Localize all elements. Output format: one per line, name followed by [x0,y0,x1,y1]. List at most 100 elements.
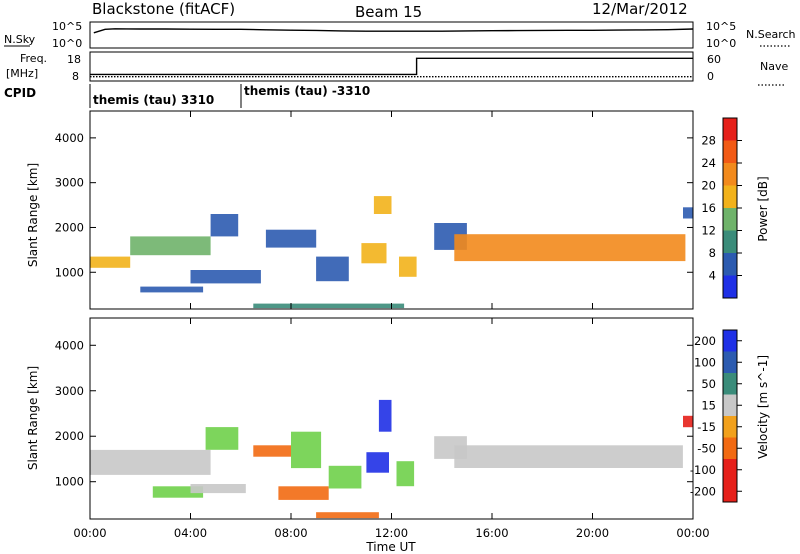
colorbar-tick-label-1: 100 [694,355,716,369]
colorbar-tick-label-0: 28 [701,134,716,148]
echo-band-3 [190,484,246,494]
time-x-axis: 00:00 04:00 08:00 12:00 16:00 20:00 00:00 [73,111,710,540]
freq-unit: [MHz] [6,67,38,80]
colorbar-tick-label-3: 15 [701,398,716,412]
colorbar-cell-1 [723,140,737,164]
nave-tick-bottom: 0 [707,70,714,83]
nave-tick-top: 60 [707,53,721,66]
nsky-bottom-tick: 10^0 [52,37,82,50]
colorbar-cell-2 [723,163,737,186]
echo-band-5 [265,229,317,248]
colorbar-tick-label-1: 24 [701,156,716,170]
x-tick-label-2: 08:00 [274,526,307,540]
nsky-series [93,28,694,34]
echo-band-0 [90,449,211,475]
colorbar-tick-label-4: -15 [697,420,716,434]
colorbar-cell-2 [723,373,737,395]
freq-panel-frame [89,51,694,82]
y-tick-label-3000: 3000 [55,384,84,398]
echo-band-0 [90,256,131,268]
y-tick-label-3000: 3000 [55,176,84,190]
echo-band-6 [316,256,349,282]
echo-band-10 [399,256,417,277]
echo-band-14 [683,415,693,428]
velocity-colorbar: 200 100 50 15 -15 -50 -100 -200 [690,329,742,503]
cpid-segment-1: themis (tau) 3310 [93,93,214,107]
echo-band-2 [152,486,204,498]
power-colorbar-label: Power [dB] [756,176,770,241]
colorbar-tick-label-4: 12 [701,224,716,238]
echo-band-8 [361,243,387,264]
echo-band-7 [328,465,362,489]
echo-band-7 [253,303,405,309]
echo-band-11 [396,461,415,487]
power-heatmap [90,196,693,309]
velocity-colorbar-label: Velocity [m s^-1] [756,355,770,459]
date-label: 12/Mar/2012 [592,0,688,18]
colorbar-cell-7 [723,480,737,503]
colorbar-cell-5 [723,230,737,254]
echo-band-13 [454,445,683,468]
nsearch-bottom-tick: 10^0 [706,37,736,50]
nsearch-label: N.Search [746,28,796,41]
echo-band-1 [205,427,239,450]
colorbar-cell-7 [723,275,737,299]
colorbar-tick-label-0: 200 [694,334,716,348]
echo-band-13 [683,207,693,219]
colorbar-cell-5 [723,437,737,460]
chart-title: Blackstone (fitACF) [92,0,235,18]
nsky-label: N.Sky [4,33,36,46]
nsky-panel-frame [89,21,694,49]
velocity-y-label: Slant Range [km] [26,366,40,470]
x-tick-label-4: 16:00 [475,526,508,540]
colorbar-tick-label-3: 16 [701,201,716,215]
x-tick-label-6: 00:00 [676,526,709,540]
colorbar-tick-label-5: -50 [697,441,716,455]
echo-band-6 [278,486,329,500]
colorbar-cell-1 [723,351,737,374]
y-tick-label-4000: 4000 [55,338,84,352]
colorbar-tick-label-6: 4 [709,269,716,283]
colorbar-cell-0 [723,118,737,141]
colorbar-cell-6 [723,253,737,276]
colorbar-tick-label-2: 20 [701,179,716,193]
colorbar-cell-0 [723,330,737,352]
echo-band-12 [454,234,686,262]
echo-band-5 [291,431,322,469]
power-colorbar: 28 24 20 16 12 8 4 [701,117,742,299]
power-y-axis: 1000 2000 3000 4000 [55,131,693,279]
echo-band-1 [130,236,211,256]
x-tick-label-0: 00:00 [73,526,106,540]
power-y-label: Slant Range [km] [26,163,40,267]
y-tick-label-1000: 1000 [55,265,84,279]
colorbar-cell-4 [723,208,737,231]
freq-series [90,57,693,76]
echo-band-8 [316,512,379,519]
colorbar-tick-label-6: -100 [690,463,716,477]
freq-tick-bottom: 8 [72,70,79,83]
echo-band-10 [378,399,392,432]
nsky-top-tick: 10^5 [52,20,82,33]
echo-band-2 [210,214,239,237]
freq-tick-top: 18 [67,53,81,66]
echo-band-9 [373,196,392,214]
colorbar-cell-4 [723,416,737,438]
colorbar-tick-label-5: 8 [709,246,716,260]
x-tick-label-1: 04:00 [174,526,207,540]
colorbar-frame [722,329,738,503]
echo-band-4 [253,445,291,457]
y-tick-label-2000: 2000 [55,220,84,234]
freq-label: Freq. [20,52,47,65]
cpid-segment-2: themis (tau) -3310 [244,84,370,98]
echo-band-3 [140,286,204,293]
x-tick-label-5: 20:00 [576,526,609,540]
cpid-label: CPID [4,86,36,100]
x-tick-label-3: 12:00 [375,526,408,540]
velocity-y-axis: 1000 2000 3000 4000 [55,338,693,489]
nave-label: Nave [760,60,788,73]
colorbar-cell-3 [723,394,737,417]
colorbar-tick-label-7: -200 [690,484,716,498]
colorbar-cell-6 [723,459,737,481]
colorbar-tick-label-2: 50 [701,377,716,391]
